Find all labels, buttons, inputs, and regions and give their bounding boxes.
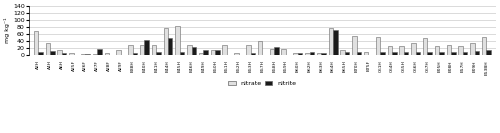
Bar	[434, 46, 439, 55]
Bar	[400, 46, 404, 55]
Bar	[392, 52, 396, 55]
Bar	[411, 43, 416, 55]
Bar	[222, 45, 227, 55]
Bar	[317, 53, 322, 55]
Bar	[364, 52, 368, 55]
Bar	[322, 53, 326, 55]
Bar	[152, 45, 156, 55]
Bar	[416, 52, 420, 55]
Bar	[458, 46, 463, 55]
Bar	[428, 52, 432, 55]
Bar	[474, 51, 479, 55]
Bar	[380, 52, 385, 55]
Bar	[192, 47, 196, 55]
Bar	[305, 53, 310, 55]
Bar	[128, 45, 132, 55]
Bar	[164, 28, 168, 55]
Bar	[486, 50, 491, 55]
Bar	[439, 52, 444, 55]
Bar	[187, 45, 192, 55]
Bar	[333, 30, 338, 55]
Bar	[81, 54, 86, 55]
Bar	[132, 53, 137, 55]
Bar	[104, 53, 109, 55]
Bar	[310, 52, 314, 55]
Bar	[250, 53, 255, 55]
Bar	[215, 50, 220, 55]
Bar	[274, 47, 278, 55]
Bar	[210, 50, 215, 55]
Bar	[270, 49, 274, 55]
Bar	[62, 53, 66, 55]
Bar	[50, 51, 54, 55]
Bar	[328, 28, 333, 55]
Bar	[86, 54, 90, 55]
Bar	[34, 31, 38, 55]
Bar	[258, 41, 262, 55]
Bar	[352, 36, 356, 55]
Y-axis label: mg kg⁻¹: mg kg⁻¹	[4, 18, 10, 43]
Bar	[156, 52, 160, 55]
Bar	[451, 52, 456, 55]
Bar	[38, 52, 43, 55]
Bar	[180, 52, 184, 55]
Bar	[116, 50, 121, 55]
Bar	[470, 43, 474, 55]
Bar	[234, 53, 239, 55]
Bar	[463, 52, 468, 55]
Bar	[199, 53, 203, 55]
Bar	[423, 38, 428, 55]
Bar	[388, 46, 392, 55]
Bar	[98, 49, 102, 55]
Legend: nitrate, nitrite: nitrate, nitrite	[226, 78, 299, 89]
Bar	[446, 45, 451, 55]
Bar	[144, 40, 149, 55]
Bar	[93, 54, 98, 55]
Bar	[204, 50, 208, 55]
Bar	[168, 38, 172, 55]
Bar	[282, 49, 286, 55]
Bar	[404, 52, 408, 55]
Bar	[58, 50, 62, 55]
Bar	[69, 53, 73, 55]
Bar	[482, 37, 486, 55]
Bar	[356, 52, 361, 55]
Bar	[340, 50, 345, 55]
Bar	[376, 37, 380, 55]
Bar	[246, 45, 250, 55]
Bar	[345, 52, 350, 55]
Bar	[140, 45, 144, 55]
Bar	[46, 43, 50, 55]
Bar	[176, 26, 180, 55]
Bar	[298, 53, 302, 55]
Bar	[293, 53, 298, 55]
